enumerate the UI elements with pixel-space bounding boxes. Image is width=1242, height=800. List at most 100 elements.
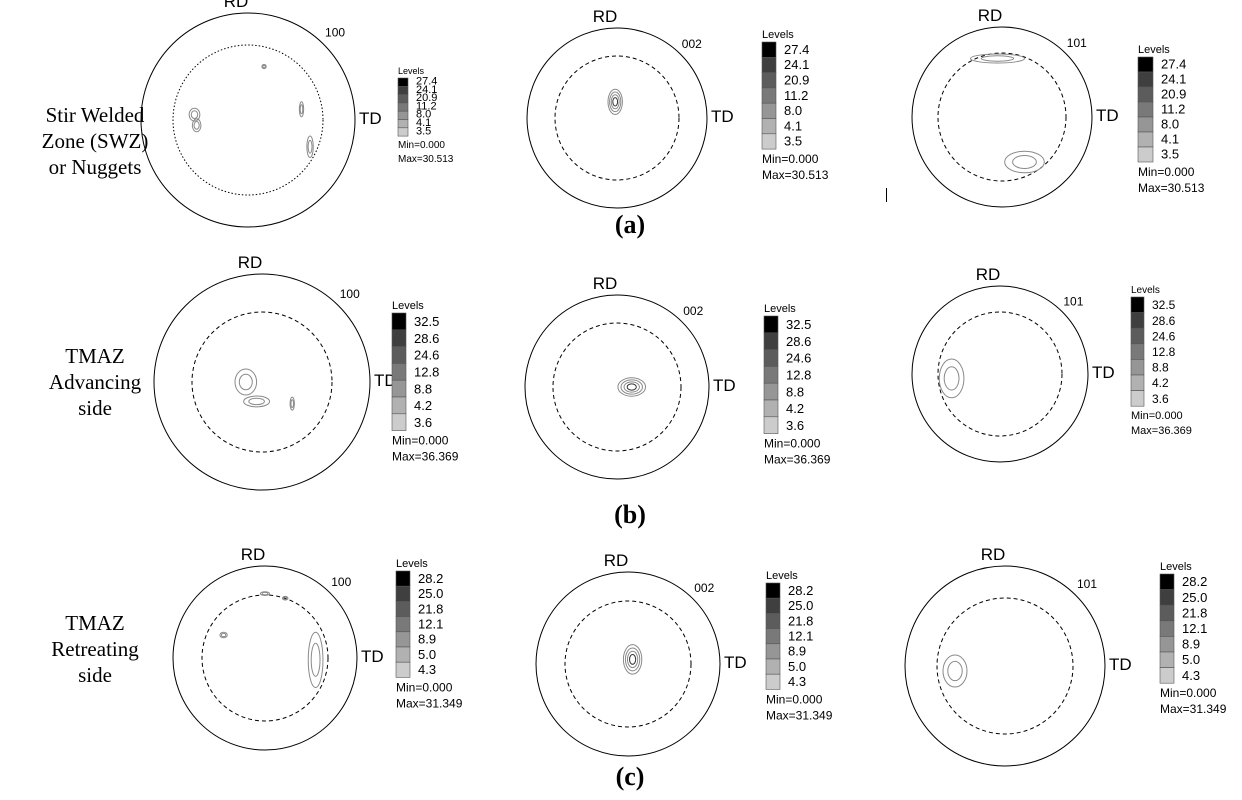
contour-line (261, 591, 269, 596)
legend-swatch (761, 102, 777, 119)
contour-line (1012, 155, 1037, 169)
legend-swatch (1159, 620, 1175, 637)
contour-line (299, 104, 304, 115)
legend-swatch (395, 570, 411, 587)
contour-line (623, 381, 640, 393)
legend-swatch (763, 416, 779, 434)
contour-line (238, 373, 253, 391)
legend-swatch (395, 661, 411, 678)
legend-swatch (397, 86, 409, 95)
legend-level-value: 8.0 (784, 103, 802, 118)
legend-swatch (397, 77, 409, 87)
legend-level-value: 12.8 (786, 368, 811, 383)
legend-swatch (395, 601, 411, 617)
legend-title: Levels (1160, 561, 1192, 573)
legend-title: Levels (396, 558, 428, 570)
legend-swatch (395, 585, 411, 602)
legend-swatch (1137, 131, 1154, 148)
inner-dashed-circle (552, 322, 682, 452)
legend-level-value: 20.9 (1161, 87, 1186, 102)
legend-swatch (1130, 359, 1145, 376)
legend-level-value: 24.6 (786, 351, 811, 366)
legend-level-value: 20.9 (416, 92, 437, 104)
legend-title: Levels (392, 300, 424, 312)
rd-label: RD (593, 7, 618, 26)
legend-swatch (1159, 573, 1175, 590)
legend-level-value: 8.8 (414, 381, 432, 396)
row-label-tmaz-advancing: TMAZ Advancing side (20, 343, 170, 421)
legend-level-value: 20.9 (784, 73, 809, 88)
contour-line (947, 660, 963, 682)
legend-level-value: 12.8 (414, 365, 439, 380)
legend-level-value: 8.0 (1161, 117, 1179, 132)
contour-line (306, 135, 314, 158)
outer-circle (904, 565, 1106, 767)
legend-level-value: 8.8 (1152, 361, 1169, 375)
legend-swatch (765, 643, 781, 660)
legend: Levels 32.5 28.6 24.6 12.88.8 4.2 3.6 Min=0.000… (391, 300, 459, 464)
legend-swatch (1159, 636, 1175, 653)
contour-line (622, 644, 643, 675)
contour-line (942, 654, 968, 688)
legend-swatch (765, 673, 781, 690)
rd-label: RD (981, 545, 1006, 564)
pole-label: 100 (331, 575, 351, 589)
legend-level-value: 25.0 (788, 598, 813, 613)
legend-swatch (763, 315, 779, 334)
row-label-line: Retreating (51, 637, 139, 661)
legend-swatch (1130, 374, 1145, 391)
pole-figure: RD TD 101 Levels 32.5 28.624.6 12.8 8.84.2 3.6 Mi… (911, 265, 1192, 463)
contour-line (620, 379, 643, 395)
contour-line (980, 55, 1015, 62)
td-label: TD (374, 371, 397, 390)
legend-title: Levels (766, 570, 798, 582)
contour-line (626, 383, 637, 391)
contour-line (281, 595, 289, 601)
legend-min: Min=0.000 (762, 152, 819, 166)
legend-max: Max=36.369 (392, 450, 459, 464)
legend-min: Min=0.000 (1131, 410, 1183, 422)
contour-line (943, 366, 960, 391)
contour-line (612, 97, 619, 107)
td-label: TD (713, 376, 736, 395)
rd-label: RD (604, 551, 629, 570)
legend-swatch (1130, 390, 1145, 407)
contour-line (259, 591, 271, 596)
legend-swatch (397, 94, 409, 104)
legend-min: Min=0.000 (1160, 686, 1217, 700)
legend-level-value: 25.0 (1182, 590, 1207, 605)
legend-level-value: 21.8 (1182, 605, 1207, 620)
legend-level-value: 3.6 (414, 415, 432, 430)
legend-max: Max=30.513 (762, 168, 829, 182)
legend-level-value: 4.2 (414, 398, 432, 413)
caption-c: (c) (615, 762, 645, 791)
legend-swatch (1137, 116, 1154, 133)
legend-swatch (763, 399, 779, 418)
legend-level-value: 12.1 (1182, 621, 1207, 636)
legend-level-value: 4.1 (416, 117, 431, 129)
legend-title: Levels (398, 66, 425, 76)
legend-level-value: 8.8 (786, 384, 804, 399)
legend-level-value: 12.8 (1152, 345, 1176, 359)
legend-min: Min=0.000 (398, 140, 445, 151)
rd-label: RD (976, 265, 1001, 284)
inner-dashed-circle (937, 311, 1063, 437)
row-label-line: side (78, 396, 112, 420)
contour-line (970, 53, 1025, 64)
td-label: TD (1109, 655, 1132, 674)
pole-label: 100 (325, 26, 345, 40)
legend-level-value: 21.8 (418, 601, 443, 616)
legend-swatch (1137, 146, 1154, 163)
legend-swatch (1159, 589, 1175, 606)
legend-swatch (1137, 101, 1154, 118)
legend-level-value: 24.1 (416, 84, 437, 96)
legend-max: Max=31.349 (396, 696, 463, 710)
legend-level-value: 28.2 (788, 583, 813, 598)
legend-swatch (391, 329, 407, 347)
